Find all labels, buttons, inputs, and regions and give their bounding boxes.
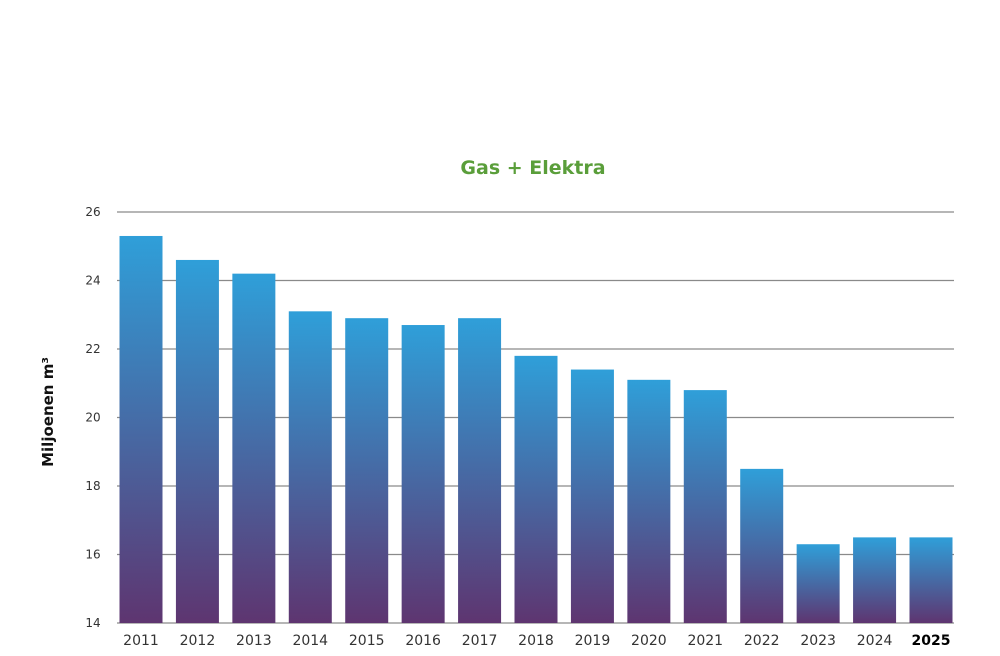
x-tick-label-2016: 2016 <box>405 633 441 649</box>
x-axis-ticks: 2011 2012 2013 2014 2015 2016 2017 2018 2019 2020… <box>123 633 950 649</box>
x-tick-label-2012: 2012 <box>180 633 216 649</box>
x-tick-label-2017: 2017 <box>462 633 498 649</box>
bar-2024 <box>853 537 897 623</box>
x-tick-label-2021: 2021 <box>687 633 723 649</box>
y-axis-ticks: 14 16 18 20 22 24 26 <box>85 205 100 630</box>
y-tick-label: 26 <box>85 205 100 219</box>
bar-2012 <box>175 259 219 623</box>
bar-2020 <box>627 379 671 623</box>
bar-2025 <box>909 537 953 623</box>
bar-2016 <box>401 325 445 623</box>
bar-2018 <box>514 355 558 623</box>
x-tick-label-2015: 2015 <box>349 633 385 649</box>
bar-2019 <box>570 369 614 623</box>
bar-2022 <box>740 468 784 623</box>
x-tick-label-2018: 2018 <box>518 633 554 649</box>
bar-2011 <box>119 235 163 623</box>
bar-2014 <box>288 311 332 623</box>
x-tick-label-2014: 2014 <box>292 633 328 649</box>
y-tick-label: 16 <box>85 548 100 562</box>
bar-2013 <box>232 273 276 623</box>
bar-2017 <box>458 318 502 623</box>
x-tick-label-2023: 2023 <box>800 633 836 649</box>
x-tick-label-2022: 2022 <box>744 633 780 649</box>
x-tick-label-2013: 2013 <box>236 633 272 649</box>
bars <box>119 235 953 623</box>
bar-2021 <box>683 390 727 623</box>
chart-title: Gas + Elektra <box>460 157 605 179</box>
y-tick-label: 22 <box>85 342 100 356</box>
y-tick-label: 24 <box>85 274 100 288</box>
x-tick-label-2024: 2024 <box>857 633 893 649</box>
x-tick-label-2011: 2011 <box>123 633 159 649</box>
y-tick-label: 20 <box>85 411 100 425</box>
bar-2023 <box>796 544 840 623</box>
y-axis-label: Miljoenen m³ <box>39 357 57 467</box>
x-tick-label-2019: 2019 <box>575 633 611 649</box>
x-tick-label-2020: 2020 <box>631 633 667 649</box>
y-tick-label: 18 <box>85 479 100 493</box>
y-tick-label: 14 <box>85 616 100 630</box>
x-tick-label-2025: 2025 <box>912 633 951 649</box>
bar-2015 <box>345 318 389 623</box>
